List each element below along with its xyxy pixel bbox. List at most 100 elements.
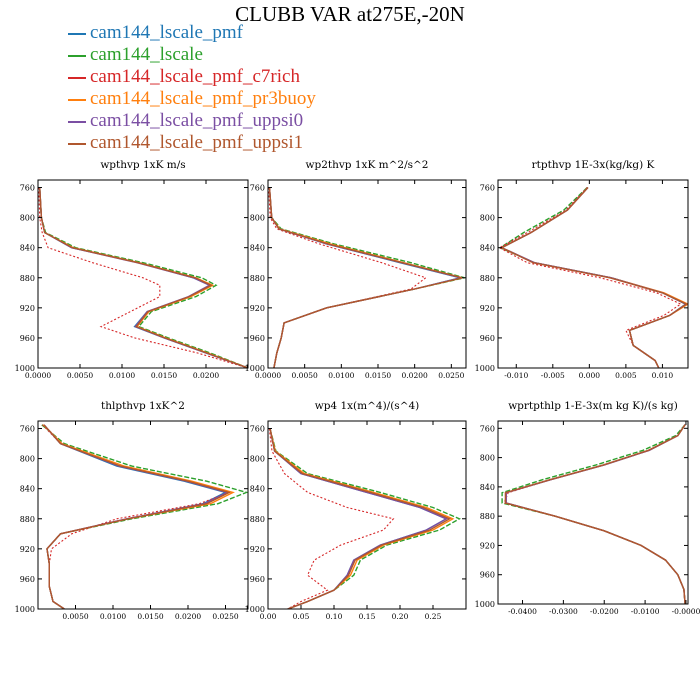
legend-swatch — [68, 55, 86, 57]
chart-panel: rtpthvp 1E-3x(kg/kg) K 760 800 840 880 920 960… — [475, 159, 689, 380]
x-tick-label: 0.25 — [425, 612, 442, 621]
series-line — [268, 428, 395, 609]
series-line — [498, 187, 682, 368]
x-tick-label: 0.010 — [652, 371, 674, 380]
y-tick-label: 800 — [480, 214, 495, 223]
y-tick-label: 1000 — [15, 605, 35, 614]
series-line — [503, 424, 686, 604]
series-line — [500, 187, 688, 368]
series-line — [268, 187, 427, 368]
y-tick-label: 880 — [250, 515, 265, 524]
series-line — [505, 424, 686, 604]
y-tick-label: 1000 — [475, 364, 495, 373]
y-tick-label: 920 — [480, 541, 495, 550]
series-line — [38, 187, 248, 368]
series-line — [501, 424, 686, 604]
series-line — [268, 187, 463, 368]
plot-frame — [497, 179, 689, 369]
plot-frame — [497, 420, 689, 605]
series-line — [504, 424, 686, 604]
figure-title: CLUBB VAR at275E,-20N — [235, 2, 465, 26]
series-line — [500, 187, 688, 368]
y-tick-label: 960 — [480, 334, 495, 343]
series-line — [268, 187, 465, 368]
series-line — [268, 187, 463, 368]
legend-swatch — [68, 99, 86, 101]
x-tick-label: -0.0400 — [508, 607, 537, 616]
x-tick-label: 0.10 — [326, 612, 343, 621]
x-tick-label: -0.0200 — [590, 607, 619, 616]
y-tick-label: 800 — [20, 455, 35, 464]
y-tick-label: 1000 — [15, 364, 35, 373]
y-tick-label: 760 — [480, 424, 495, 433]
y-tick-label: 920 — [20, 545, 35, 554]
chart-panel: wp4 1x(m^4)/(s^4)76080084088092096010000… — [245, 400, 467, 621]
x-tick-label: 0.0200 — [193, 371, 219, 380]
x-tick-label: -0.0100 — [631, 607, 660, 616]
series-line — [500, 187, 688, 368]
x-tick-label: -0.010 — [504, 371, 528, 380]
chart-panel: wp2thvp 1xK m^2/s^2 760 800 840 880 920 960 100… — [245, 159, 467, 380]
x-tick-label: 0.0050 — [67, 371, 93, 380]
series-line — [269, 428, 461, 609]
x-tick-label: 0.005 — [615, 371, 637, 380]
y-tick-label: 760 — [20, 425, 35, 434]
y-tick-label: 800 — [250, 214, 265, 223]
x-tick-label: 0.0200 — [175, 612, 201, 621]
x-tick-label: 0.0250 — [212, 612, 238, 621]
y-tick-label: 800 — [480, 454, 495, 463]
plot-frame — [37, 179, 249, 369]
x-tick-label: 0.0100 — [109, 371, 135, 380]
legend-label: cam144_lscale_pmf_pr3buoy — [90, 88, 316, 109]
y-tick-label: 920 — [20, 304, 35, 313]
legend-label: cam144_lscale_pmf — [90, 22, 244, 43]
x-tick-label: 0.0000 — [25, 371, 51, 380]
x-tick-label: 0.0100 — [100, 612, 126, 621]
series-group — [498, 186, 688, 368]
y-tick-label: 920 — [250, 545, 265, 554]
legend-label: cam144_lscale — [90, 44, 203, 65]
series-line — [43, 424, 232, 609]
x-tick-label: 0.0150 — [151, 371, 177, 380]
series-line — [269, 428, 448, 609]
x-tick-label: 0.20 — [392, 612, 409, 621]
panel-title: wp2thvp 1xK m^2/s^2 — [306, 159, 429, 171]
series-line — [269, 428, 452, 609]
x-tick-label: 0.0150 — [365, 371, 391, 380]
y-tick-label: 880 — [480, 274, 495, 283]
panel-title: wprtpthlp 1-E-3x(m kg K)/(s kg) — [508, 400, 678, 412]
series-line — [498, 186, 688, 368]
series-group — [268, 428, 461, 609]
panel-title: wp4 1x(m^4)/(s^4) — [315, 400, 420, 412]
y-tick-label: 840 — [250, 485, 265, 494]
series-line — [39, 187, 248, 368]
x-tick-label: 0.15 — [359, 612, 376, 621]
x-tick-label: 0.00 — [260, 612, 277, 621]
x-tick-label: -0.0300 — [549, 607, 578, 616]
y-tick-label: 960 — [20, 575, 35, 584]
y-tick-label: 1000 — [245, 605, 265, 614]
y-tick-label: 800 — [20, 214, 35, 223]
series-line — [269, 428, 448, 609]
legend-swatch — [68, 77, 86, 79]
series-group — [41, 424, 248, 609]
series-group — [38, 187, 248, 368]
panel-title: rtpthvp 1E-3x(kg/kg) K — [532, 159, 655, 171]
y-tick-label: 840 — [20, 485, 35, 494]
y-tick-label: 1000 — [245, 364, 265, 373]
x-tick-label: 0.05 — [293, 612, 310, 621]
plot-frame — [37, 420, 249, 610]
y-tick-label: 760 — [250, 425, 265, 434]
legend-swatch — [68, 143, 86, 145]
x-tick-label: 0.0100 — [328, 371, 354, 380]
legend-swatch — [68, 33, 86, 35]
y-tick-label: 880 — [250, 274, 265, 283]
series-group — [501, 424, 686, 604]
x-tick-label: -0.005 — [541, 371, 565, 380]
series-line — [41, 424, 248, 609]
y-tick-label: 880 — [480, 512, 495, 521]
y-tick-label: 840 — [480, 244, 495, 253]
y-tick-label: 840 — [480, 483, 495, 492]
y-tick-label: 920 — [250, 304, 265, 313]
